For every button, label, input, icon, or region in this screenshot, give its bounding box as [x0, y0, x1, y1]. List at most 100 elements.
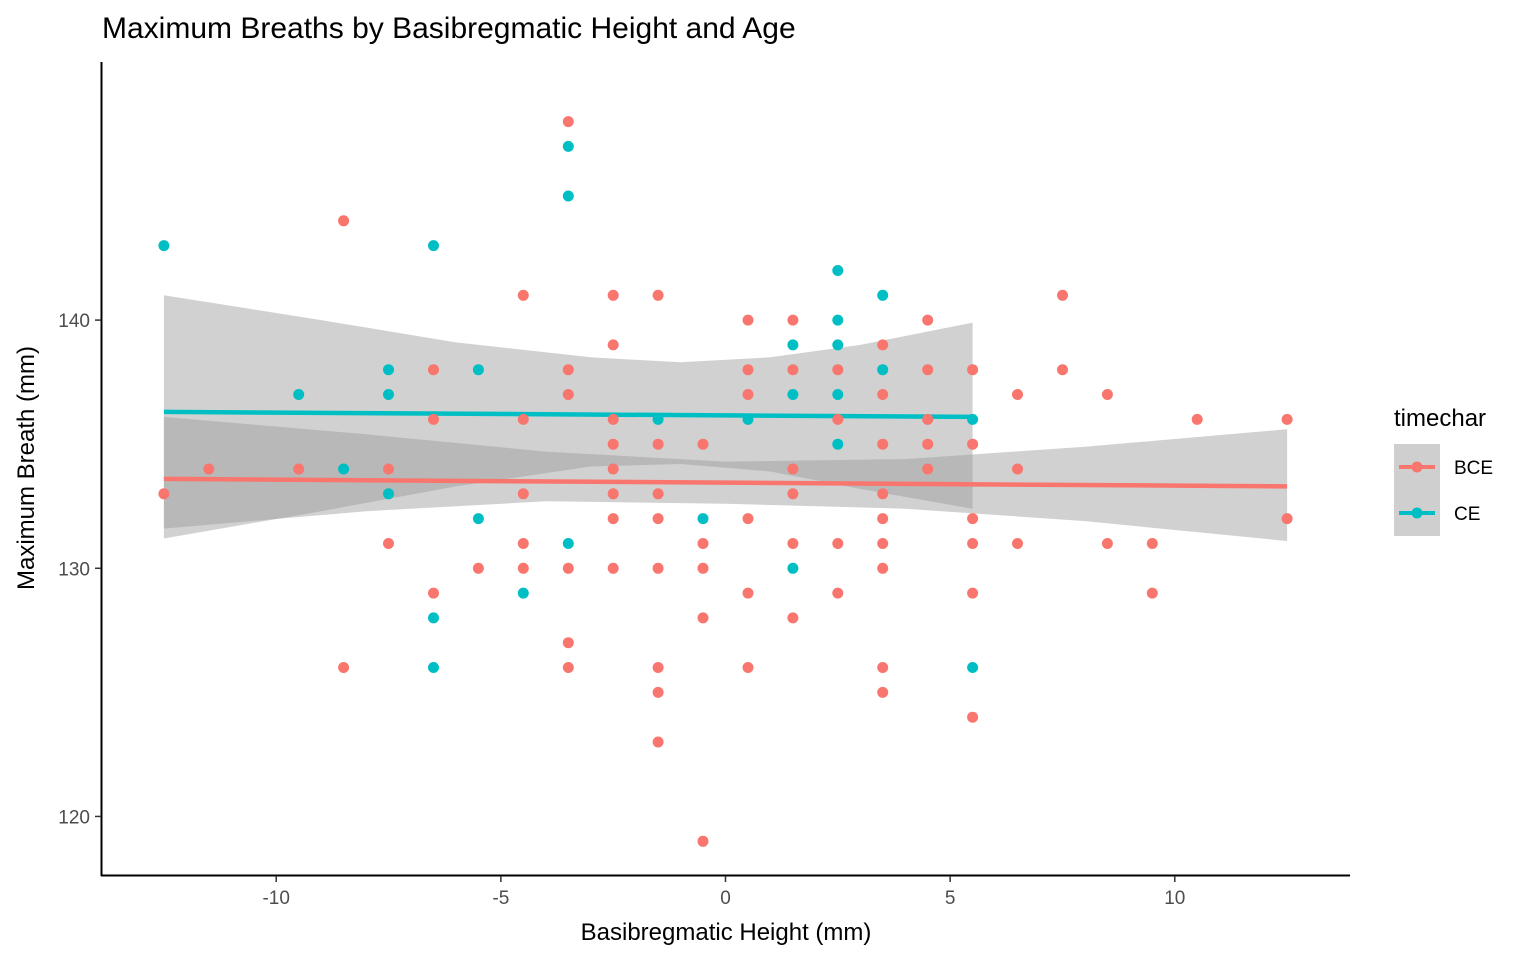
point-bce — [967, 711, 979, 723]
point-bce — [562, 662, 574, 673]
point-bce — [742, 364, 754, 376]
confidence-ribbons — [163, 295, 1288, 541]
point-bce — [697, 612, 709, 624]
point-bce — [922, 438, 934, 450]
point-bce — [697, 438, 709, 450]
point-bce — [517, 488, 529, 500]
point-bce — [1101, 538, 1113, 549]
legend-key-point-ce — [1411, 507, 1423, 519]
point-bce — [1012, 463, 1023, 475]
point-bce — [338, 662, 350, 673]
point-ce — [877, 289, 889, 301]
point-bce — [832, 413, 844, 425]
point-bce — [742, 513, 754, 525]
legend-key-point-bce — [1411, 461, 1423, 473]
point-bce — [1146, 587, 1158, 599]
point-bce — [652, 438, 664, 450]
point-bce — [293, 463, 305, 475]
legend-item-ce[interactable]: CE — [1399, 504, 1480, 525]
point-bce — [877, 538, 889, 549]
point-bce — [697, 562, 709, 574]
fit-line-bce — [163, 476, 1288, 489]
point-ce — [787, 562, 799, 574]
point-bce — [1012, 389, 1023, 400]
point-ce — [787, 389, 799, 400]
y-axis-ticks: 120 130 140 — [58, 311, 101, 828]
point-ce — [472, 513, 484, 525]
point-bce — [922, 463, 934, 475]
point-bce — [607, 339, 619, 351]
y-tick-label: 140 — [58, 311, 90, 332]
point-bce — [517, 413, 529, 425]
point-bce — [383, 463, 394, 475]
point-ce — [967, 413, 979, 425]
legend-label-bce: BCE — [1454, 458, 1493, 479]
point-bce — [697, 835, 709, 847]
ci-ribbon-ce — [163, 295, 973, 539]
point-bce — [832, 364, 844, 376]
x-tick-label: 0 — [720, 888, 731, 909]
point-bce — [967, 538, 979, 549]
point-bce — [1012, 538, 1023, 549]
point-bce — [562, 116, 574, 128]
point-bce — [562, 389, 574, 400]
point-ce — [383, 389, 394, 400]
point-bce — [967, 513, 979, 525]
data-points — [158, 116, 1293, 847]
point-bce — [652, 289, 664, 301]
point-bce — [338, 215, 350, 227]
legend-item-bce[interactable]: BCE — [1399, 458, 1493, 479]
legend: timechar BCE CE — [1394, 405, 1493, 536]
point-bce — [562, 364, 574, 376]
point-bce — [1101, 389, 1113, 400]
point-ce — [967, 662, 979, 673]
point-ce — [428, 612, 439, 624]
legend-title: timechar — [1394, 405, 1486, 432]
point-bce — [922, 364, 934, 376]
point-ce — [383, 488, 394, 500]
point-bce — [877, 488, 889, 500]
point-bce — [203, 463, 215, 475]
point-bce — [697, 538, 709, 549]
point-bce — [877, 513, 889, 525]
point-bce — [607, 413, 619, 425]
chart-title: Maximum Breaths by Basibregmatic Height … — [102, 12, 796, 45]
point-ce — [428, 662, 439, 673]
point-ce — [832, 389, 844, 400]
point-ce — [832, 314, 844, 326]
point-bce — [383, 538, 394, 549]
point-bce — [517, 289, 529, 301]
point-ce — [428, 240, 439, 252]
point-bce — [922, 413, 934, 425]
point-bce — [742, 314, 754, 326]
point-bce — [158, 488, 170, 500]
point-bce — [652, 662, 664, 673]
point-bce — [787, 463, 799, 475]
x-tick-label: 10 — [1164, 888, 1185, 909]
point-bce — [787, 314, 799, 326]
point-bce — [1057, 364, 1068, 376]
point-bce — [607, 463, 619, 475]
point-bce — [877, 662, 889, 673]
point-bce — [742, 587, 754, 599]
point-bce — [607, 289, 619, 301]
point-ce — [697, 513, 709, 525]
point-bce — [562, 637, 574, 649]
point-bce — [832, 538, 844, 549]
y-tick-label: 130 — [58, 559, 90, 580]
point-ce — [472, 364, 484, 376]
point-bce — [428, 413, 439, 425]
point-ce — [383, 364, 394, 376]
point-bce — [877, 562, 889, 574]
point-ce — [742, 413, 754, 425]
ci-ribbon-bce — [163, 416, 1288, 541]
point-bce — [562, 562, 574, 574]
y-tick-label: 120 — [58, 807, 90, 828]
point-bce — [787, 364, 799, 376]
legend-key-background — [1394, 444, 1440, 536]
point-ce — [158, 240, 170, 252]
point-bce — [652, 488, 664, 500]
point-bce — [607, 438, 619, 450]
x-axis-title: Basibregmatic Height (mm) — [581, 919, 872, 946]
y-axis-title: Maximum Breath (mm) — [13, 346, 40, 590]
